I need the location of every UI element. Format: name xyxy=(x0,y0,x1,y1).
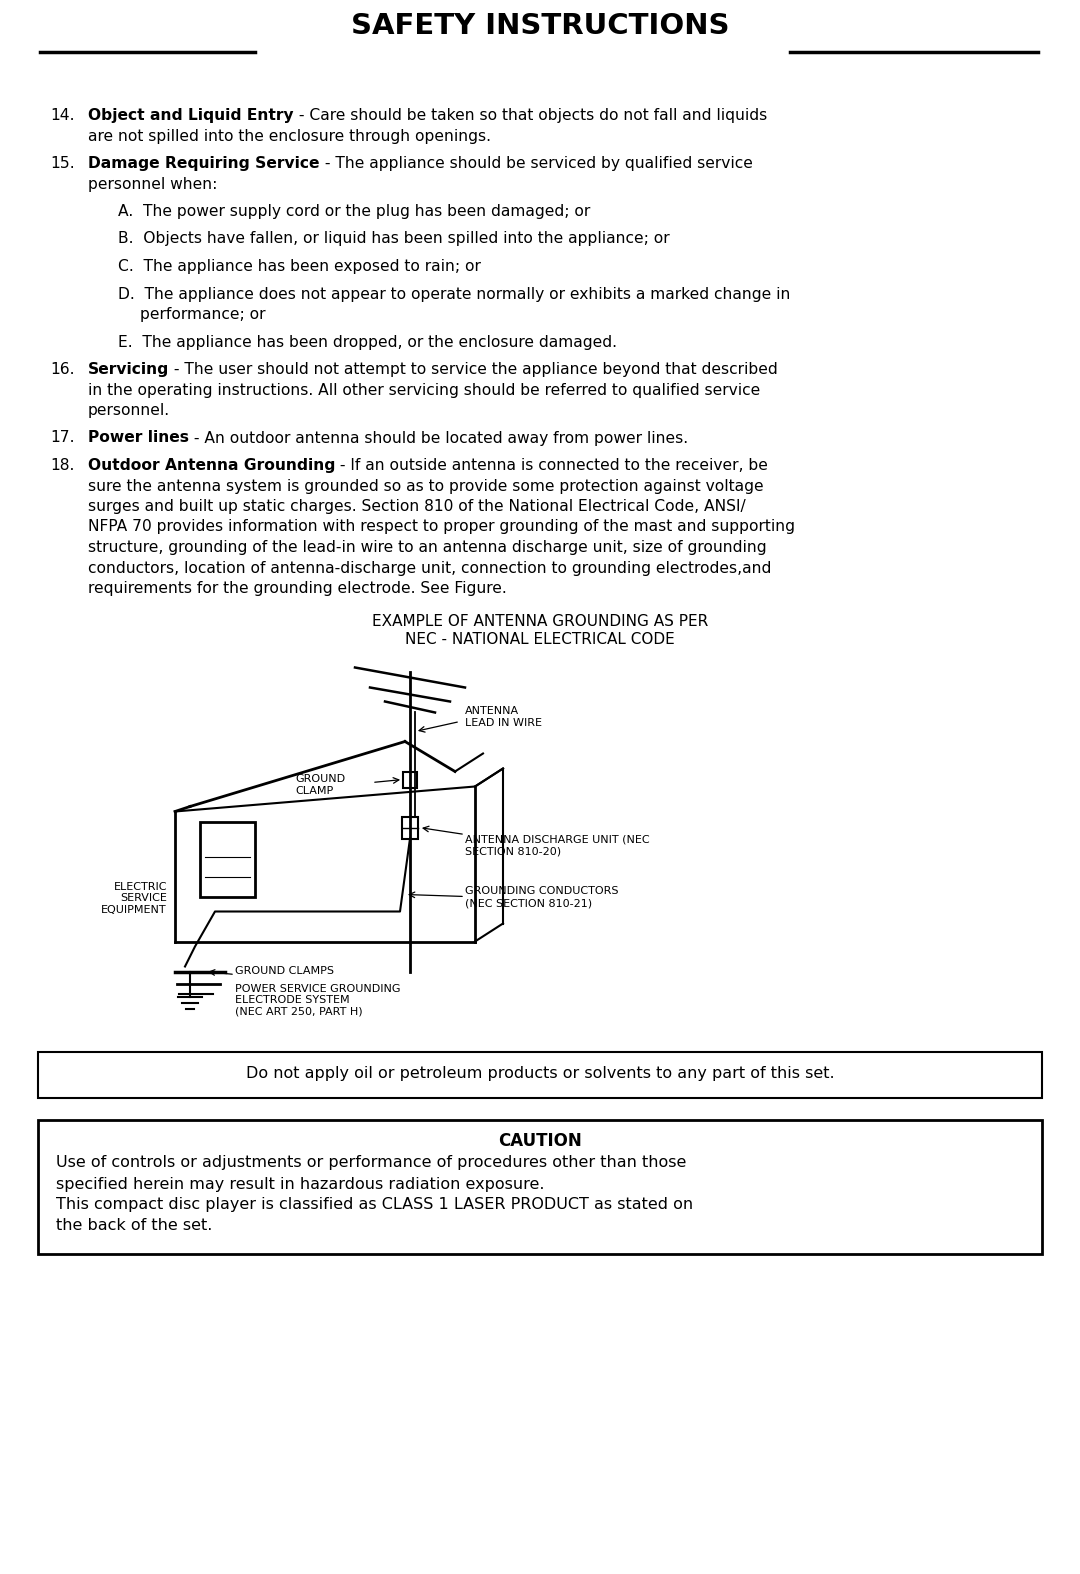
Text: C.  The appliance has been exposed to rain; or: C. The appliance has been exposed to rai… xyxy=(118,260,481,274)
Text: sure the antenna system is grounded so as to provide some protection against vol: sure the antenna system is grounded so a… xyxy=(87,478,764,494)
Bar xyxy=(38,1051,1042,1097)
Text: surges and built up static charges. Section 810 of the National Electrical Code,: surges and built up static charges. Sect… xyxy=(87,499,746,515)
Text: Servicing: Servicing xyxy=(87,362,170,378)
Text: conductors, location of antenna-discharge unit, connection to grounding electrod: conductors, location of antenna-discharg… xyxy=(87,560,771,576)
Text: personnel.: personnel. xyxy=(87,403,171,419)
Text: ANTENNA DISCHARGE UNIT (NEC
SECTION 810-20): ANTENNA DISCHARGE UNIT (NEC SECTION 810-… xyxy=(465,834,650,856)
Text: This compact disc player is classified as CLASS 1 LASER PRODUCT as stated on: This compact disc player is classified a… xyxy=(56,1198,693,1212)
Text: - Care should be taken so that objects do not fall and liquids: - Care should be taken so that objects d… xyxy=(294,109,767,123)
Text: B.  Objects have fallen, or liquid has been spilled into the appliance; or: B. Objects have fallen, or liquid has be… xyxy=(118,231,670,247)
Text: 16.: 16. xyxy=(50,362,75,378)
Text: Do not apply oil or petroleum products or solvents to any part of this set.: Do not apply oil or petroleum products o… xyxy=(245,1066,835,1081)
Text: ANTENNA
LEAD IN WIRE: ANTENNA LEAD IN WIRE xyxy=(465,707,542,729)
Text: are not spilled into the enclosure through openings.: are not spilled into the enclosure throu… xyxy=(87,129,491,143)
Text: EXAMPLE OF ANTENNA GROUNDING AS PER: EXAMPLE OF ANTENNA GROUNDING AS PER xyxy=(372,614,708,628)
Text: specified herein may result in hazardous radiation exposure.: specified herein may result in hazardous… xyxy=(56,1176,544,1192)
Text: Power lines: Power lines xyxy=(87,431,189,445)
Text: structure, grounding of the lead-in wire to an antenna discharge unit, size of g: structure, grounding of the lead-in wire… xyxy=(87,540,767,556)
Text: the back of the set.: the back of the set. xyxy=(56,1218,213,1234)
Bar xyxy=(403,771,417,787)
Text: ELECTRIC
SERVICE
EQUIPMENT: ELECTRIC SERVICE EQUIPMENT xyxy=(102,881,167,914)
Text: in the operating instructions. All other servicing should be referred to qualifi: in the operating instructions. All other… xyxy=(87,382,760,398)
Text: - The appliance should be serviced by qualified service: - The appliance should be serviced by qu… xyxy=(320,156,753,172)
Bar xyxy=(38,1119,1042,1253)
Text: - An outdoor antenna should be located away from power lines.: - An outdoor antenna should be located a… xyxy=(189,431,688,445)
Text: - The user should not attempt to service the appliance beyond that described: - The user should not attempt to service… xyxy=(170,362,778,378)
Text: SAFETY INSTRUCTIONS: SAFETY INSTRUCTIONS xyxy=(351,13,729,39)
Text: Outdoor Antenna Grounding: Outdoor Antenna Grounding xyxy=(87,458,336,474)
Text: - If an outside antenna is connected to the receiver, be: - If an outside antenna is connected to … xyxy=(336,458,768,474)
Text: personnel when:: personnel when: xyxy=(87,176,217,192)
Text: POWER SERVICE GROUNDING
ELECTRODE SYSTEM
(NEC ART 250, PART H): POWER SERVICE GROUNDING ELECTRODE SYSTEM… xyxy=(235,984,401,1017)
Text: NEC - NATIONAL ELECTRICAL CODE: NEC - NATIONAL ELECTRICAL CODE xyxy=(405,631,675,647)
Text: A.  The power supply cord or the plug has been damaged; or: A. The power supply cord or the plug has… xyxy=(118,205,591,219)
Text: 17.: 17. xyxy=(50,431,75,445)
Text: GROUND
CLAMP: GROUND CLAMP xyxy=(295,774,346,796)
Bar xyxy=(200,822,255,897)
Text: CAUTION: CAUTION xyxy=(498,1132,582,1149)
Text: NFPA 70 provides information with respect to proper grounding of the mast and su: NFPA 70 provides information with respec… xyxy=(87,519,795,535)
Text: 15.: 15. xyxy=(50,156,75,172)
Text: GROUNDING CONDUCTORS
(NEC SECTION 810-21): GROUNDING CONDUCTORS (NEC SECTION 810-21… xyxy=(465,886,619,908)
Text: Use of controls or adjustments or performance of procedures other than those: Use of controls or adjustments or perfor… xyxy=(56,1155,687,1171)
Bar xyxy=(402,817,418,839)
Text: 14.: 14. xyxy=(50,109,75,123)
Text: performance; or: performance; or xyxy=(140,307,266,323)
Text: E.  The appliance has been dropped, or the enclosure damaged.: E. The appliance has been dropped, or th… xyxy=(118,335,617,349)
Text: Object and Liquid Entry: Object and Liquid Entry xyxy=(87,109,294,123)
Text: D.  The appliance does not appear to operate normally or exhibits a marked chang: D. The appliance does not appear to oper… xyxy=(118,286,791,302)
Text: GROUND CLAMPS: GROUND CLAMPS xyxy=(235,966,334,976)
Text: 18.: 18. xyxy=(50,458,75,474)
Text: requirements for the grounding electrode. See Figure.: requirements for the grounding electrode… xyxy=(87,581,507,597)
Text: Damage Requiring Service: Damage Requiring Service xyxy=(87,156,320,172)
